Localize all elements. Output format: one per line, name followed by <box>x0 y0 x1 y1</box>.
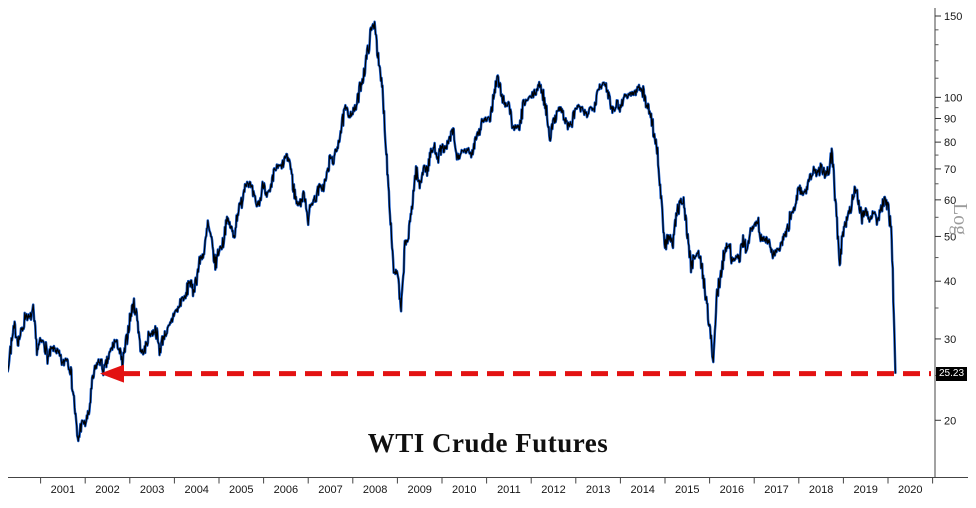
x-axis-label: 2020 <box>898 484 922 496</box>
x-axis-label: 2014 <box>630 484 654 496</box>
price-line <box>8 20 897 443</box>
y-axis-label: 40 <box>944 276 956 288</box>
x-axis-label: 2017 <box>764 484 788 496</box>
y-axis-label: 70 <box>944 164 956 176</box>
log-scale-label: Log <box>949 203 971 236</box>
x-axis-label: 2002 <box>95 484 119 496</box>
y-axis-label: 50 <box>944 231 956 243</box>
x-axis-label: 2019 <box>853 484 877 496</box>
x-axis-label: 2016 <box>720 484 744 496</box>
x-axis-label: 2009 <box>407 484 431 496</box>
y-axis-label: 80 <box>944 137 956 149</box>
y-axis: 150 100 90 80 70 60 50 40 30 20 <box>934 8 962 478</box>
x-axis-label: 2015 <box>675 484 699 496</box>
x-axis-label: 2010 <box>452 484 476 496</box>
target-arrow <box>100 364 931 383</box>
y-axis-label: 90 <box>944 113 956 125</box>
x-axis-label: 2006 <box>274 484 298 496</box>
y-axis-label: 20 <box>944 415 956 427</box>
y-axis-label: 60 <box>944 195 956 207</box>
x-axis-label: 2018 <box>809 484 833 496</box>
y-axis-label: 100 <box>944 92 962 104</box>
arrowhead-left-icon <box>100 364 124 383</box>
x-axis-label: 2005 <box>229 484 253 496</box>
x-axis-label: 2013 <box>586 484 610 496</box>
x-axis-label: 2008 <box>363 484 387 496</box>
x-axis-label: 2001 <box>51 484 75 496</box>
x-axis-label: 2012 <box>541 484 565 496</box>
x-axis-label: 2007 <box>318 484 342 496</box>
y-axis-label: 150 <box>944 11 962 23</box>
x-axis: 2001 2002 2003 2004 2005 2006 2007 2008 2009 2010… <box>8 477 968 496</box>
y-axis-label: 30 <box>944 334 956 346</box>
last-price-label: 25.23 <box>936 367 968 381</box>
x-axis-label: 2011 <box>497 484 521 496</box>
chart-title: WTI Crude Futures <box>367 428 609 458</box>
x-axis-label: 2003 <box>140 484 164 496</box>
price-line-core <box>8 21 896 442</box>
price-line-halo <box>8 20 897 443</box>
x-axis-label: 2004 <box>184 484 208 496</box>
